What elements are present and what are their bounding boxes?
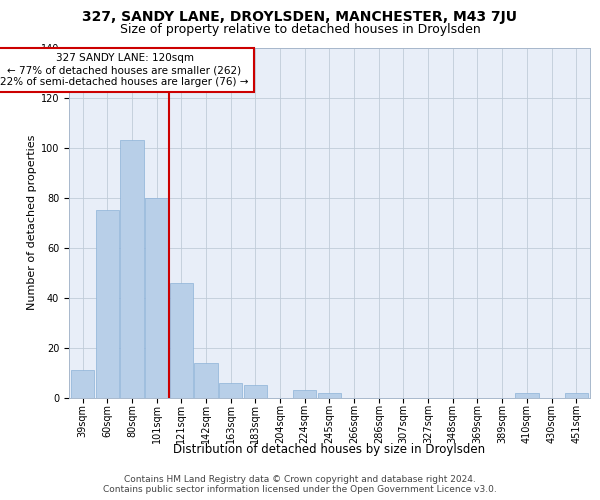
Bar xyxy=(71,370,94,398)
Text: 327 SANDY LANE: 120sqm
← 77% of detached houses are smaller (262)
22% of semi-de: 327 SANDY LANE: 120sqm ← 77% of detached… xyxy=(0,54,249,86)
Text: Contains HM Land Registry data © Crown copyright and database right 2024.: Contains HM Land Registry data © Crown c… xyxy=(124,475,476,484)
Y-axis label: Number of detached properties: Number of detached properties xyxy=(26,135,37,310)
Bar xyxy=(244,385,267,398)
Text: Distribution of detached houses by size in Droylsden: Distribution of detached houses by size … xyxy=(173,442,485,456)
Bar xyxy=(565,392,588,398)
Bar xyxy=(170,282,193,398)
Text: 327, SANDY LANE, DROYLSDEN, MANCHESTER, M43 7JU: 327, SANDY LANE, DROYLSDEN, MANCHESTER, … xyxy=(83,10,517,24)
Text: Size of property relative to detached houses in Droylsden: Size of property relative to detached ho… xyxy=(119,22,481,36)
Bar xyxy=(120,140,143,398)
Bar xyxy=(95,210,119,398)
Text: Contains public sector information licensed under the Open Government Licence v3: Contains public sector information licen… xyxy=(103,485,497,494)
Bar xyxy=(194,362,218,398)
Bar xyxy=(515,392,539,398)
Bar xyxy=(293,390,316,398)
Bar xyxy=(219,382,242,398)
Bar xyxy=(317,392,341,398)
Bar xyxy=(145,198,169,398)
